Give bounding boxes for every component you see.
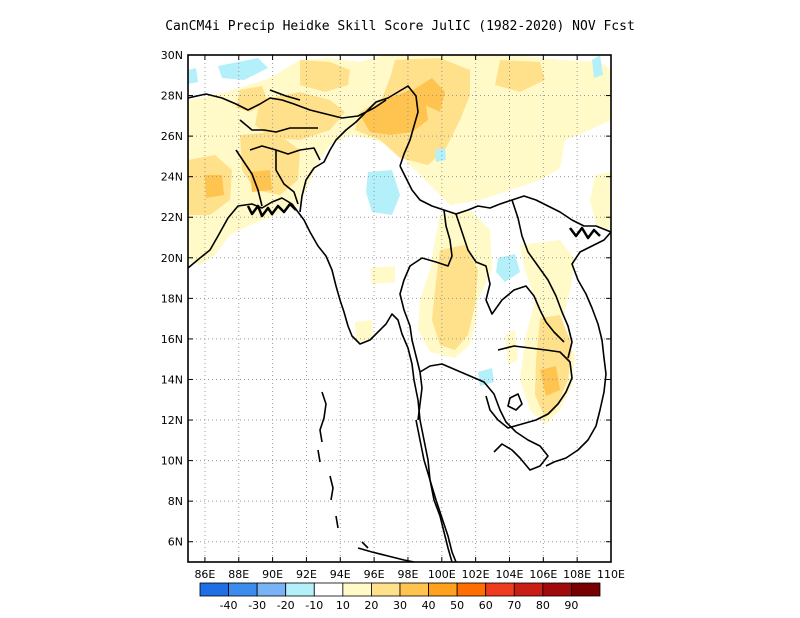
colorbar-label: 10 — [336, 599, 350, 612]
gulf-of-thailand-coast — [419, 363, 549, 471]
lon-tick-label: 86E — [194, 568, 215, 581]
colorbar-swatch — [199, 582, 229, 597]
colorbar-swatch — [371, 582, 401, 597]
axis-ticks: 86E 88E 90E 92E 94E 96E 98E 100E 102E 104E 106E 108… — [161, 49, 625, 581]
lon-tick-label: 90E — [262, 568, 283, 581]
shaded-regions — [188, 55, 611, 425]
lon-tick-label: 94E — [330, 568, 351, 581]
lon-tick-label: 108E — [563, 568, 591, 581]
colorbar-label: 20 — [364, 599, 378, 612]
vietnam-coastline — [545, 231, 611, 467]
colorbar-label: 80 — [536, 599, 550, 612]
lon-tick-label: 110E — [597, 568, 625, 581]
lon-tick-label: 98E — [397, 568, 418, 581]
lat-tick-label: 8N — [168, 495, 183, 508]
map-grid — [188, 55, 611, 562]
colorbar-swatch — [228, 582, 258, 597]
colorbar-swatch — [542, 582, 572, 597]
colorbar-label: 70 — [507, 599, 521, 612]
map-title: CanCM4i Precip Heidke Skill Score JulIC … — [165, 19, 635, 34]
colorbar-label: 90 — [564, 599, 578, 612]
colorbar-label: 50 — [450, 599, 464, 612]
thailand-laos-border — [455, 213, 565, 343]
colorbar-label: -20 — [277, 599, 295, 612]
china-myanmar-border — [399, 165, 611, 233]
west-coastline — [188, 197, 453, 562]
colorbar-swatch — [285, 582, 315, 597]
colorbar-label: 60 — [479, 599, 493, 612]
colorbar-swatch — [313, 582, 344, 597]
lon-tick-label: 102E — [462, 568, 490, 581]
colorbar-swatch — [485, 582, 515, 597]
lon-tick-label: 104E — [496, 568, 524, 581]
lat-tick-label: 18N — [161, 292, 183, 305]
lat-tick-label: 24N — [161, 171, 183, 184]
colorbar-swatch — [342, 582, 372, 597]
lat-tick-label: 16N — [161, 333, 183, 346]
lat-tick-label: 12N — [161, 414, 183, 427]
lon-tick-label: 88E — [228, 568, 249, 581]
lon-tick-label: 100E — [428, 568, 456, 581]
coastlines-borders — [188, 85, 611, 562]
colorbar-swatch — [399, 582, 429, 597]
myanmar-thailand-border — [399, 209, 453, 421]
bangladesh-border — [235, 145, 321, 207]
colorbar-swatch — [513, 582, 544, 597]
plot-frame — [187, 54, 612, 563]
lat-tick-label: 22N — [161, 211, 183, 224]
colorbar-label: 30 — [393, 599, 407, 612]
lat-tick-label: 14N — [161, 373, 183, 386]
lat-tick-label: 30N — [161, 49, 183, 62]
lat-tick-label: 10N — [161, 455, 183, 468]
laos-vietnam-border — [511, 199, 573, 359]
lat-tick-label: 6N — [168, 536, 183, 549]
lon-tick-label: 92E — [296, 568, 317, 581]
skill-30-40-regions — [205, 78, 560, 396]
lon-tick-label: 106E — [529, 568, 557, 581]
india-myanmar-border — [299, 85, 419, 213]
lon-tick-label: 96E — [364, 568, 385, 581]
colorbar-label: -40 — [220, 599, 238, 612]
colorbar-swatch — [428, 582, 458, 597]
colorbar-label: -10 — [305, 599, 323, 612]
colorbar-swatch — [256, 582, 287, 597]
lat-tick-label: 26N — [161, 130, 183, 143]
colorbar-label: -30 — [248, 599, 266, 612]
colorbar: -40 -30 -20 -10 10 20 30 40 50 60 70 80 90 — [199, 582, 601, 612]
lat-tick-label: 20N — [161, 252, 183, 265]
colorbar-swatch — [571, 582, 601, 597]
cambodia-border — [485, 345, 573, 429]
colorbar-label: 40 — [422, 599, 436, 612]
lat-tick-label: 28N — [161, 90, 183, 103]
colorbar-swatch — [456, 582, 487, 597]
